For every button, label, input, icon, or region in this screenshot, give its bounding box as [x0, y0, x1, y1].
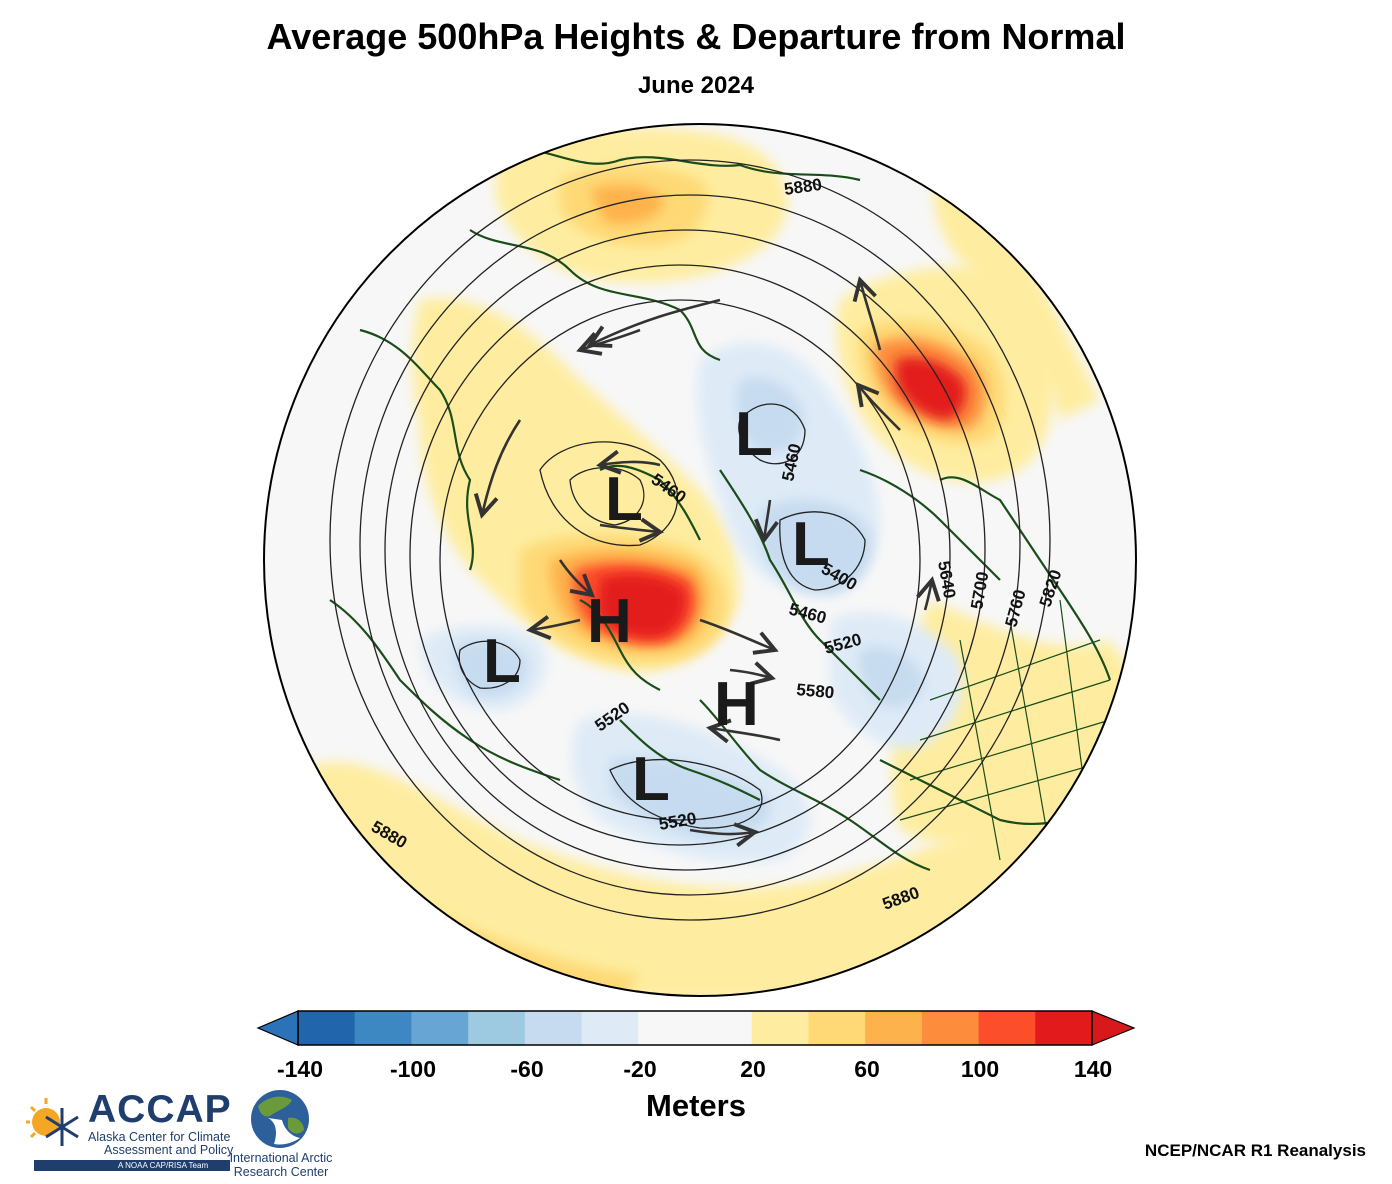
colorbar-tick: -100	[390, 1056, 436, 1082]
flow-arrows	[473, 276, 941, 848]
colorbar-frame	[297, 1010, 1093, 1046]
low-center: L	[735, 400, 773, 469]
iarc-globe-icon	[251, 1090, 309, 1148]
colorbar-tick: 100	[961, 1056, 999, 1082]
colorbar-tick: -140	[277, 1056, 323, 1082]
accap-subtitle: Alaska Center for Climate	[88, 1130, 231, 1144]
low-center: L	[483, 627, 521, 696]
colorbar-cell	[524, 1011, 583, 1045]
colorbar-cell	[638, 1011, 696, 1045]
colorbar-cell	[978, 1011, 1036, 1045]
state-borders	[899, 599, 1111, 861]
colorbar-tick: 20	[740, 1056, 766, 1082]
colorbar: -140 -100 -60 -20 20 60 100 140	[256, 1010, 1136, 1082]
colorbar-tick: 140	[1074, 1056, 1112, 1082]
colorbar-cell	[1035, 1011, 1093, 1045]
map-boundary	[263, 123, 1137, 997]
contour-label: 5580	[796, 680, 835, 702]
data-source: NCEP/NCAR R1 Reanalysis	[1144, 1141, 1366, 1160]
colorbar-cell	[581, 1011, 639, 1045]
colorbar-cell	[865, 1011, 923, 1045]
colorbar-cell	[751, 1011, 809, 1045]
colorbar-cell	[298, 1011, 356, 1045]
low-center: L	[605, 465, 643, 534]
negative-anomaly-shading	[420, 342, 963, 863]
colorbar-cell	[468, 1011, 526, 1045]
colorbar-cell	[921, 1011, 980, 1045]
low-center: L	[632, 745, 670, 814]
map-subtitle: June 2024	[637, 72, 755, 99]
coastlines	[329, 147, 1112, 872]
accap-bar	[34, 1160, 230, 1171]
colorbar-extend-low	[256, 1010, 299, 1046]
map-title: Average 500hPa Heights & Departure from …	[266, 16, 1126, 57]
colorbar-tick: -60	[510, 1056, 543, 1082]
high-center: H	[714, 670, 759, 739]
colorbar-cell	[695, 1011, 753, 1045]
colorbar-cell	[411, 1011, 469, 1045]
colorbar-tick: 60	[854, 1056, 880, 1082]
accap-name: ACCAP	[88, 1088, 232, 1131]
accap-tagline: A NOAA CAP/RISA Team	[118, 1161, 209, 1170]
height-contours	[329, 159, 1051, 921]
accap-logo	[26, 1098, 79, 1146]
colorbar-extend-high	[1091, 1010, 1136, 1046]
colorbar-cell	[808, 1011, 866, 1045]
colorbar-cell	[354, 1011, 412, 1045]
low-center: L	[792, 510, 830, 579]
high-center: H	[587, 587, 632, 656]
iarc-name: Research Center	[233, 1165, 329, 1179]
accap-subtitle: Assessment and Policy	[104, 1143, 234, 1157]
iarc-name: International Arctic	[229, 1151, 333, 1165]
polar-map: 5880 5880 5880 5460 5460 5400 5460 5520 …	[263, 123, 1137, 997]
pressure-centers: L L L L L H H	[483, 400, 830, 814]
colorbar-label: Meters	[646, 1088, 746, 1123]
colorbar-ticks: -140 -100 -60 -20 20 60 100 140	[277, 1056, 1112, 1082]
colorbar-cells	[298, 1011, 1093, 1045]
colorbar-tick: -20	[623, 1056, 656, 1082]
